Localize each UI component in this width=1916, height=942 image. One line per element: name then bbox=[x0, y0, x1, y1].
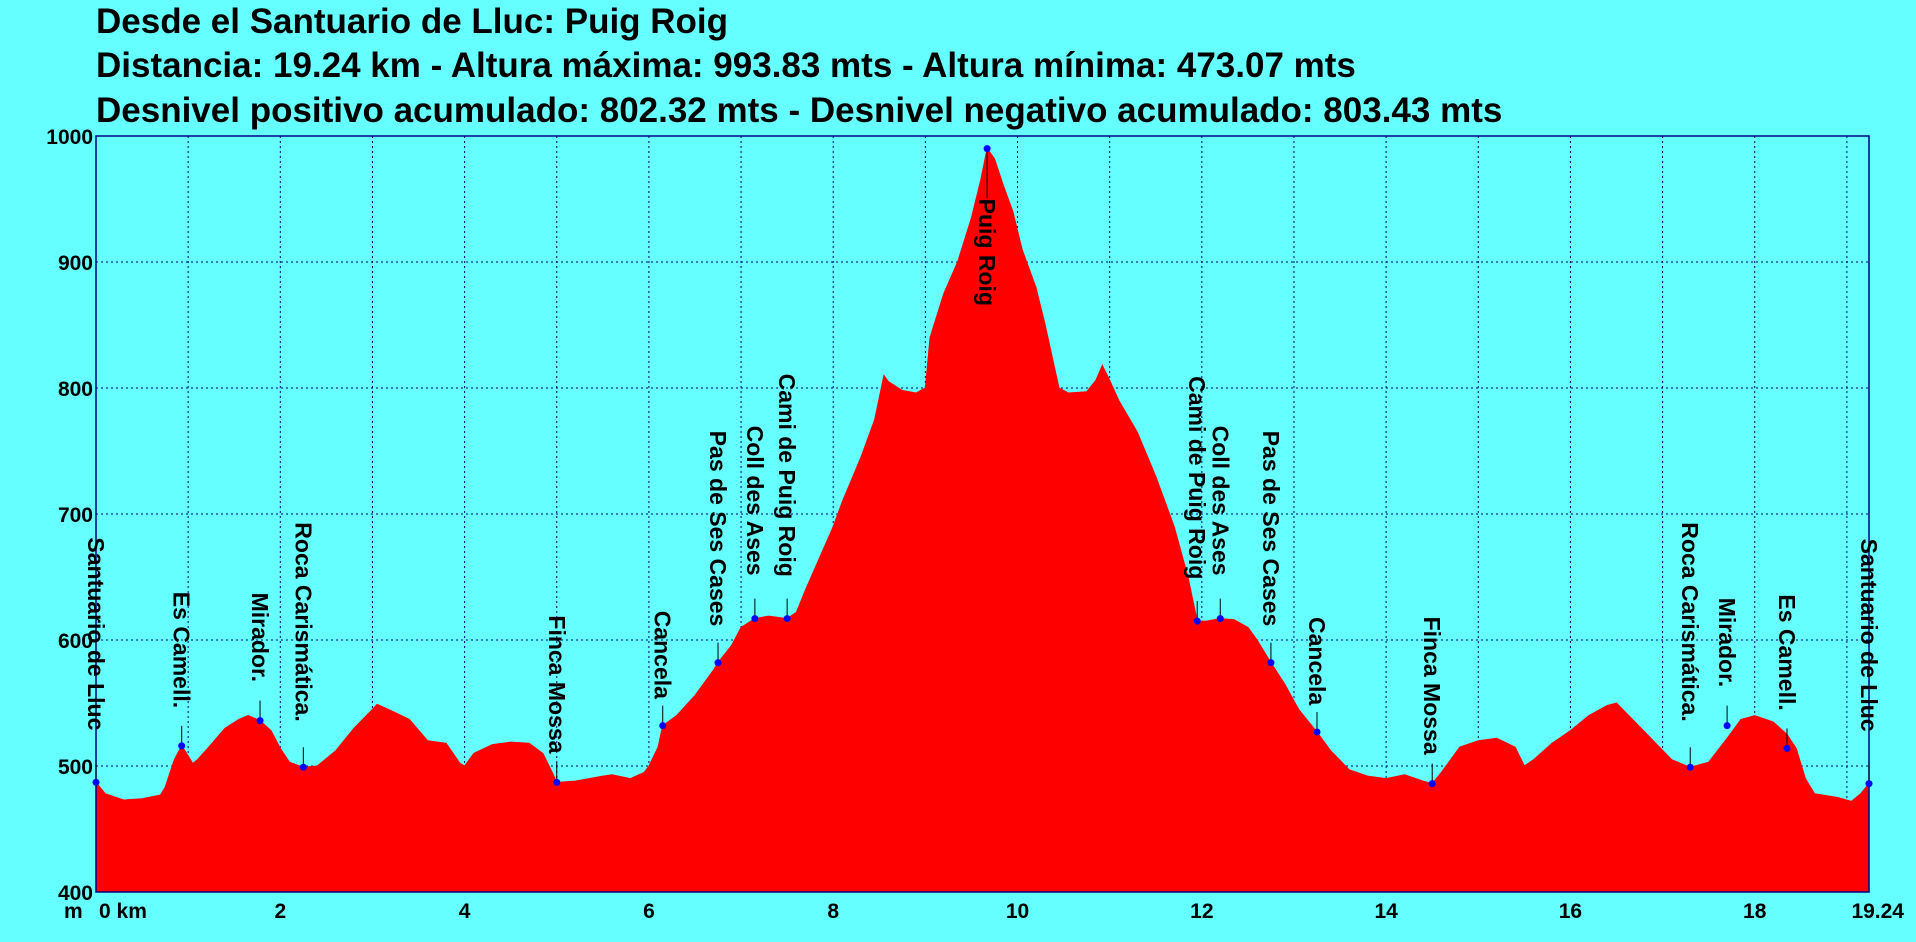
y-tick-label: 600 bbox=[58, 630, 93, 653]
waypoint-label: Pas de Ses Cases bbox=[705, 431, 731, 627]
waypoint-label: Santuario de Lluc bbox=[1856, 539, 1882, 732]
waypoint-label: Finca Mossa bbox=[544, 615, 570, 753]
y-unit-label: m bbox=[64, 900, 83, 923]
x-tick-label: 19.24 bbox=[1851, 900, 1904, 923]
waypoint-label: Coll des Ases bbox=[742, 426, 768, 576]
x-tick-label: 2 bbox=[274, 900, 286, 923]
x-tick-label: 4 bbox=[459, 900, 471, 923]
waypoint-marker bbox=[1686, 763, 1694, 771]
waypoint-label: Mirador. bbox=[1714, 598, 1740, 687]
y-tick-label: 500 bbox=[58, 756, 93, 779]
waypoint-marker bbox=[1783, 744, 1791, 752]
waypoint-marker bbox=[783, 615, 791, 623]
waypoint-label: Roca Carismática. bbox=[1677, 522, 1703, 721]
waypoint-marker bbox=[1216, 615, 1224, 623]
waypoint-marker bbox=[299, 763, 307, 771]
waypoint-layer: Santuario de Lluc Es Camell. Mirador. Roca … bbox=[83, 145, 1882, 788]
waypoint-label: Pas de Ses Cases bbox=[1258, 431, 1284, 627]
x-tick-label: 16 bbox=[1559, 900, 1582, 923]
waypoint-marker bbox=[553, 778, 561, 786]
waypoint-marker bbox=[1267, 659, 1275, 667]
waypoint-label: Cami de Puig Roig bbox=[774, 374, 800, 577]
x-tick-label: 0 km bbox=[99, 900, 147, 923]
waypoint-marker bbox=[92, 778, 100, 786]
waypoint-marker bbox=[256, 717, 264, 725]
waypoint-marker bbox=[751, 615, 759, 623]
waypoint-label: Es Camell. bbox=[169, 592, 195, 708]
chart-subtitle-distance: Distancia: 19.24 km - Altura máxima: 993… bbox=[96, 46, 1356, 85]
waypoint-marker bbox=[1193, 617, 1201, 625]
area-layer bbox=[95, 147, 1870, 893]
waypoint-marker bbox=[714, 659, 722, 667]
elevation-area bbox=[95, 147, 1870, 893]
y-tick-label: 400 bbox=[58, 882, 93, 905]
waypoint-label: Cami de Puig Roig bbox=[1184, 376, 1210, 579]
waypoint-label: Roca Carismática. bbox=[290, 522, 316, 721]
waypoint-label: Mirador. bbox=[247, 593, 273, 682]
waypoint-marker bbox=[178, 742, 186, 750]
y-tick-label: 700 bbox=[58, 504, 93, 527]
x-tick-label: 14 bbox=[1374, 900, 1398, 923]
y-tick-label: 900 bbox=[58, 252, 93, 275]
x-tick-label: 8 bbox=[827, 900, 839, 923]
chart-subtitle-elevation-gain: Desnivel positivo acumulado: 802.32 mts … bbox=[96, 91, 1503, 130]
waypoint-marker bbox=[1313, 728, 1321, 736]
waypoint-label: Puig Roig bbox=[974, 199, 1000, 306]
waypoint-label: Cancela bbox=[1304, 617, 1330, 705]
chart-title: Desde el Santuario de Lluc: Puig Roig bbox=[96, 2, 729, 41]
waypoint-label: Finca Mossa bbox=[1419, 617, 1445, 755]
plot-frame bbox=[95, 135, 1870, 893]
y-tick-label: 1000 bbox=[46, 126, 93, 149]
waypoint-marker bbox=[659, 722, 667, 730]
waypoint-marker bbox=[1428, 780, 1436, 788]
waypoint-marker bbox=[1723, 722, 1731, 730]
x-tick-label: 6 bbox=[643, 900, 655, 923]
x-tick-label: 12 bbox=[1190, 900, 1213, 923]
waypoint-marker bbox=[1865, 780, 1873, 788]
waypoint-label: Es Camell. bbox=[1774, 594, 1800, 710]
waypoint-marker bbox=[983, 145, 991, 153]
waypoint-label: Cancela bbox=[650, 611, 676, 699]
waypoint-label: Coll des Ases bbox=[1207, 426, 1233, 576]
x-tick-label: 10 bbox=[1006, 900, 1029, 923]
x-tick-label: 18 bbox=[1743, 900, 1767, 923]
waypoint-label: Santuario de Lluc bbox=[83, 537, 109, 730]
y-tick-label: 800 bbox=[58, 378, 93, 401]
